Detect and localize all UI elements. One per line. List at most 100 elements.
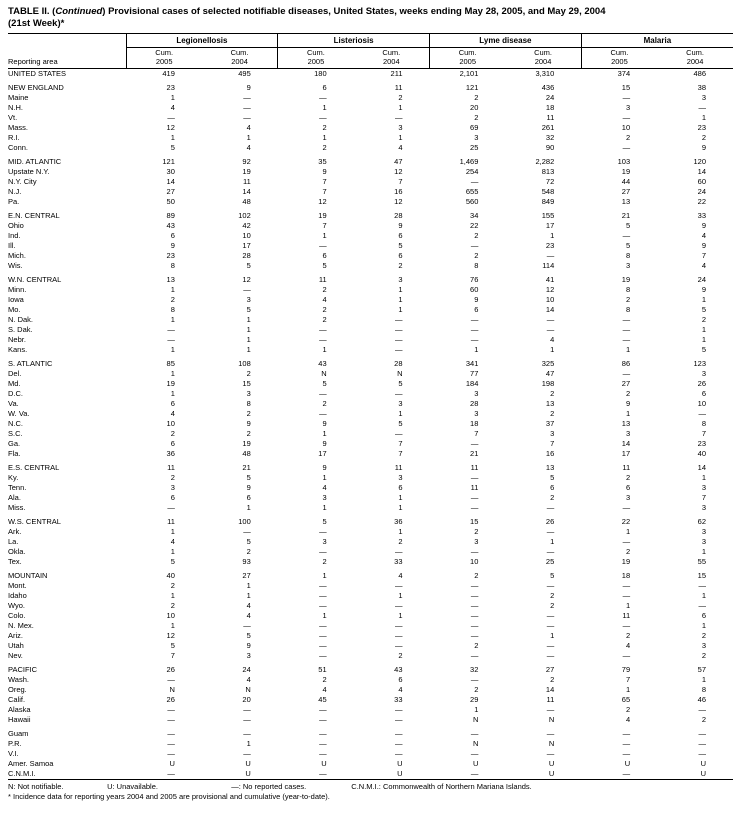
value-cell: 1	[170, 527, 175, 536]
value-cell: 1	[170, 315, 175, 324]
value-cell: 4	[701, 231, 706, 240]
table-row: Ala. 6 6 3 1 — 2 3 7	[8, 493, 733, 503]
value-cell: —	[622, 369, 631, 378]
value-cell: 8	[170, 305, 175, 314]
region-group: Guam — — — — — — — — P.R. —1— — N N — — V.I. — — — — — — — — Amer…	[8, 729, 733, 780]
value-cell: —	[395, 729, 403, 738]
value-cell: 2	[322, 399, 327, 408]
value-cell: 2	[474, 571, 479, 580]
table-row: D.C. 1 3 — — 3 2 2 6	[8, 389, 733, 399]
value-cell: 3	[474, 409, 479, 418]
value-cell: 11	[394, 463, 403, 472]
value-cell: 1	[322, 473, 327, 482]
value-cell: —	[622, 729, 631, 738]
value-cell: 4	[322, 295, 327, 304]
value-cell: 2	[322, 675, 327, 684]
value-cell: —	[470, 315, 479, 324]
table-row: Maine 1 — — 2 2 24 — 3	[8, 93, 733, 103]
value-cell: 26	[166, 665, 175, 674]
value-cell: 20	[470, 103, 479, 112]
value-cell: 1	[246, 345, 251, 354]
value-cell: 86	[621, 359, 631, 368]
reporting-area-cell: Maine	[8, 93, 29, 102]
value-cell: 35	[318, 157, 327, 166]
value-cell: —	[319, 739, 327, 748]
value-cell: —	[698, 749, 707, 758]
table-row: Alaska — — — — 1 — 2 —	[8, 705, 733, 715]
value-cell: 1	[701, 591, 706, 600]
value-cell: 7	[398, 449, 403, 458]
value-cell: 17	[242, 241, 251, 250]
value-cell: 43	[318, 359, 327, 368]
value-cell: 1	[246, 739, 251, 748]
value-cell: —	[395, 705, 403, 714]
value-cell: 2	[322, 285, 327, 294]
reporting-area-cell: Miss.	[8, 503, 26, 512]
value-cell: 3	[701, 537, 706, 546]
value-cell: 3	[625, 103, 631, 112]
reporting-area-cell: W.N. CENTRAL	[8, 275, 62, 284]
value-cell: 100	[238, 517, 251, 526]
col-header-legionellosis-2004: Cum. 2004	[201, 47, 278, 69]
reporting-area-cell: N.C.	[8, 419, 23, 428]
value-cell: 9	[701, 241, 706, 250]
value-cell: —	[622, 113, 631, 122]
footnote-dash: —: No reported cases.	[231, 782, 307, 791]
table-row: C.N.M.I. — U — U — U — U	[8, 769, 733, 780]
value-cell: U	[548, 759, 555, 768]
value-cell: 7	[550, 439, 555, 448]
value-cell: —	[470, 651, 479, 660]
value-cell: N	[321, 369, 327, 378]
value-cell: 3	[701, 503, 706, 512]
value-cell: 6	[246, 493, 251, 502]
value-cell: 3	[398, 399, 403, 408]
table-row: E.S. CENTRAL 11 21 9 11 11 13 11 14	[8, 463, 733, 473]
value-cell: —	[319, 325, 327, 334]
value-cell: 6	[170, 439, 175, 448]
value-cell: 2	[474, 641, 479, 650]
value-cell: 5	[322, 261, 327, 270]
value-cell: 3	[701, 527, 706, 536]
value-cell: 3	[170, 483, 175, 492]
value-cell: —	[319, 641, 327, 650]
value-cell: 1	[398, 295, 403, 304]
value-cell: 4	[246, 143, 251, 152]
value-cell: 4	[246, 601, 251, 610]
value-cell: —	[698, 729, 707, 738]
value-cell: 23	[545, 241, 555, 250]
value-cell: 18	[545, 103, 555, 112]
value-cell: N	[472, 715, 479, 724]
value-cell: 7	[474, 429, 479, 438]
value-cell: —	[395, 429, 403, 438]
value-cell: —	[243, 729, 251, 738]
value-cell: 1	[170, 591, 175, 600]
value-cell: 23	[697, 123, 706, 132]
value-cell: 19	[621, 167, 631, 176]
value-cell: 9	[322, 167, 327, 176]
value-cell: 3	[398, 123, 403, 132]
value-cell: 1	[322, 345, 327, 354]
region-group: S. ATLANTIC 85 108 43 28 341 325 86 123 Del. 1 2 N N 7…	[8, 359, 733, 459]
value-cell: 2,101	[459, 69, 479, 78]
value-cell: 24	[697, 187, 706, 196]
value-cell: 9	[246, 83, 251, 92]
title-continued: Continued	[55, 6, 103, 17]
value-cell: 121	[162, 157, 175, 166]
value-cell: —	[470, 749, 479, 758]
value-cell: U	[245, 759, 251, 768]
value-cell: 3	[398, 473, 403, 482]
value-cell: 60	[470, 285, 479, 294]
value-cell: 103	[617, 157, 631, 166]
value-cell: 9	[246, 483, 251, 492]
value-cell: 374	[617, 69, 631, 78]
value-cell: 655	[465, 187, 479, 196]
value-cell: —	[319, 409, 327, 418]
value-cell: 17	[545, 221, 555, 230]
table-row: Va. 6 8 2 3 28 13 9 10	[8, 399, 733, 409]
value-cell: 2	[322, 315, 327, 324]
value-cell: 65	[621, 695, 631, 704]
value-cell: 2	[701, 715, 706, 724]
value-cell: —	[546, 729, 555, 738]
value-cell: 2	[625, 295, 631, 304]
col-header-malaria-2005: Cum. 2005	[580, 47, 658, 69]
